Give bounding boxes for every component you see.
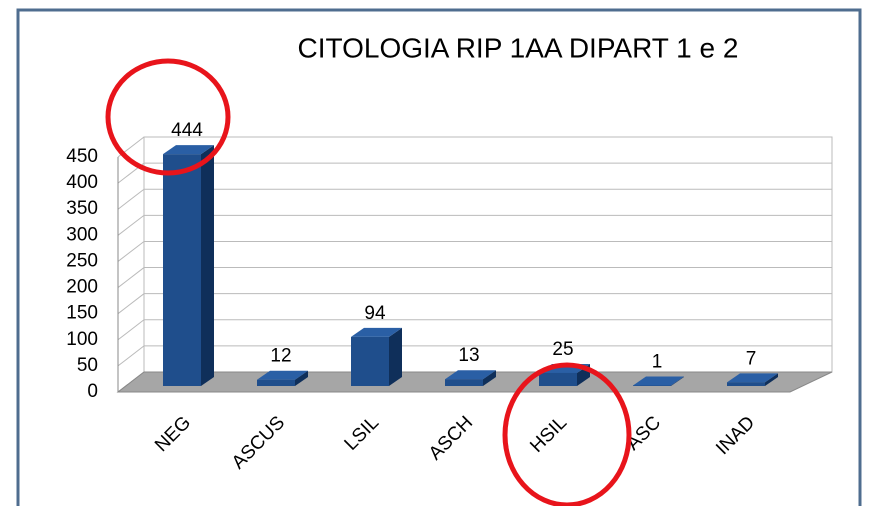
y-tick-label: 350: [66, 198, 98, 219]
bar: [633, 385, 671, 386]
y-tick-label: 100: [66, 329, 98, 350]
value-label: 7: [746, 348, 757, 369]
grid-line: [117, 214, 832, 236]
frame: [16, 8, 862, 506]
bar: [257, 379, 295, 386]
bar: [727, 382, 765, 386]
value-label: 12: [270, 346, 291, 367]
value-label: 1: [652, 351, 663, 372]
grid-line: [117, 267, 832, 288]
bar-top: [445, 370, 496, 380]
grid-line: [117, 319, 832, 341]
bar: [163, 154, 201, 386]
x-tick-label: INAD: [712, 412, 759, 459]
bar-top: [257, 370, 308, 380]
highlight-circle: [105, 58, 231, 176]
value-label: 444: [171, 120, 203, 141]
value-label: 94: [364, 303, 386, 324]
bar-top: [351, 327, 402, 337]
y-tick-label: 150: [66, 303, 98, 324]
y-tick-label: 250: [66, 250, 98, 271]
bar-side: [671, 376, 684, 386]
y-tick-label: 450: [66, 146, 98, 167]
x-tick-label: LSIL: [341, 412, 383, 454]
bar-side: [295, 370, 308, 386]
x-tick-label: NEG: [151, 412, 195, 456]
bar: [351, 336, 389, 386]
grid-line: [117, 293, 832, 315]
grid-line: [117, 188, 832, 210]
x-tick-label: HSIL: [526, 412, 571, 457]
y-tick-label: 50: [77, 355, 98, 376]
bar: [445, 379, 483, 386]
chart-title: CITOLOGIA RIP 1AA DIPART 1 e 2: [298, 32, 739, 63]
bar-top: [727, 373, 778, 383]
annotations: [105, 58, 632, 506]
x-tick-label: ASCH: [425, 412, 477, 464]
bar-side: [765, 373, 778, 386]
grid-line: [117, 345, 832, 367]
y-tick-label: 200: [66, 277, 98, 298]
y-tick-label: 0: [87, 381, 98, 402]
y-tick-label: 300: [66, 224, 98, 245]
back-wall: [143, 136, 833, 373]
highlight-circle: [502, 362, 632, 506]
y-tick-label: 400: [66, 172, 98, 193]
plot: 050100150200250300350400450NEG444ASCUS12…: [66, 120, 833, 473]
value-label: 25: [552, 339, 573, 360]
bar-side: [389, 327, 402, 386]
grid-line: [117, 136, 832, 158]
x-tick-label: ASCUS: [228, 412, 289, 473]
bar-top: [163, 145, 214, 155]
value-label: 13: [458, 345, 479, 366]
grid-line: [117, 240, 832, 262]
bar: [539, 372, 577, 386]
bar-top: [633, 376, 684, 386]
grid-line: [117, 162, 832, 184]
bar-side: [201, 145, 214, 386]
bar-side: [483, 370, 496, 386]
